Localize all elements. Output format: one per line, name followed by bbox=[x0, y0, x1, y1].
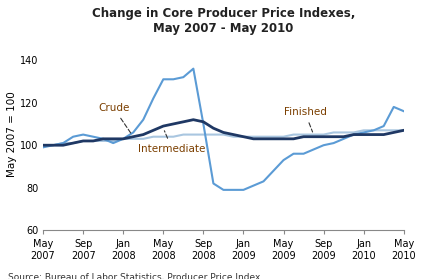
Title: Change in Core Producer Price Indexes,
May 2007 - May 2010: Change in Core Producer Price Indexes, M… bbox=[92, 7, 355, 35]
Y-axis label: May 2007 = 100: May 2007 = 100 bbox=[7, 92, 17, 177]
Text: Source: Bureau of Labor Statistics, Producer Price Index: Source: Bureau of Labor Statistics, Prod… bbox=[8, 273, 261, 279]
Text: Finished: Finished bbox=[283, 107, 327, 132]
Text: Intermediate: Intermediate bbox=[138, 131, 206, 154]
Text: Crude: Crude bbox=[98, 103, 132, 134]
